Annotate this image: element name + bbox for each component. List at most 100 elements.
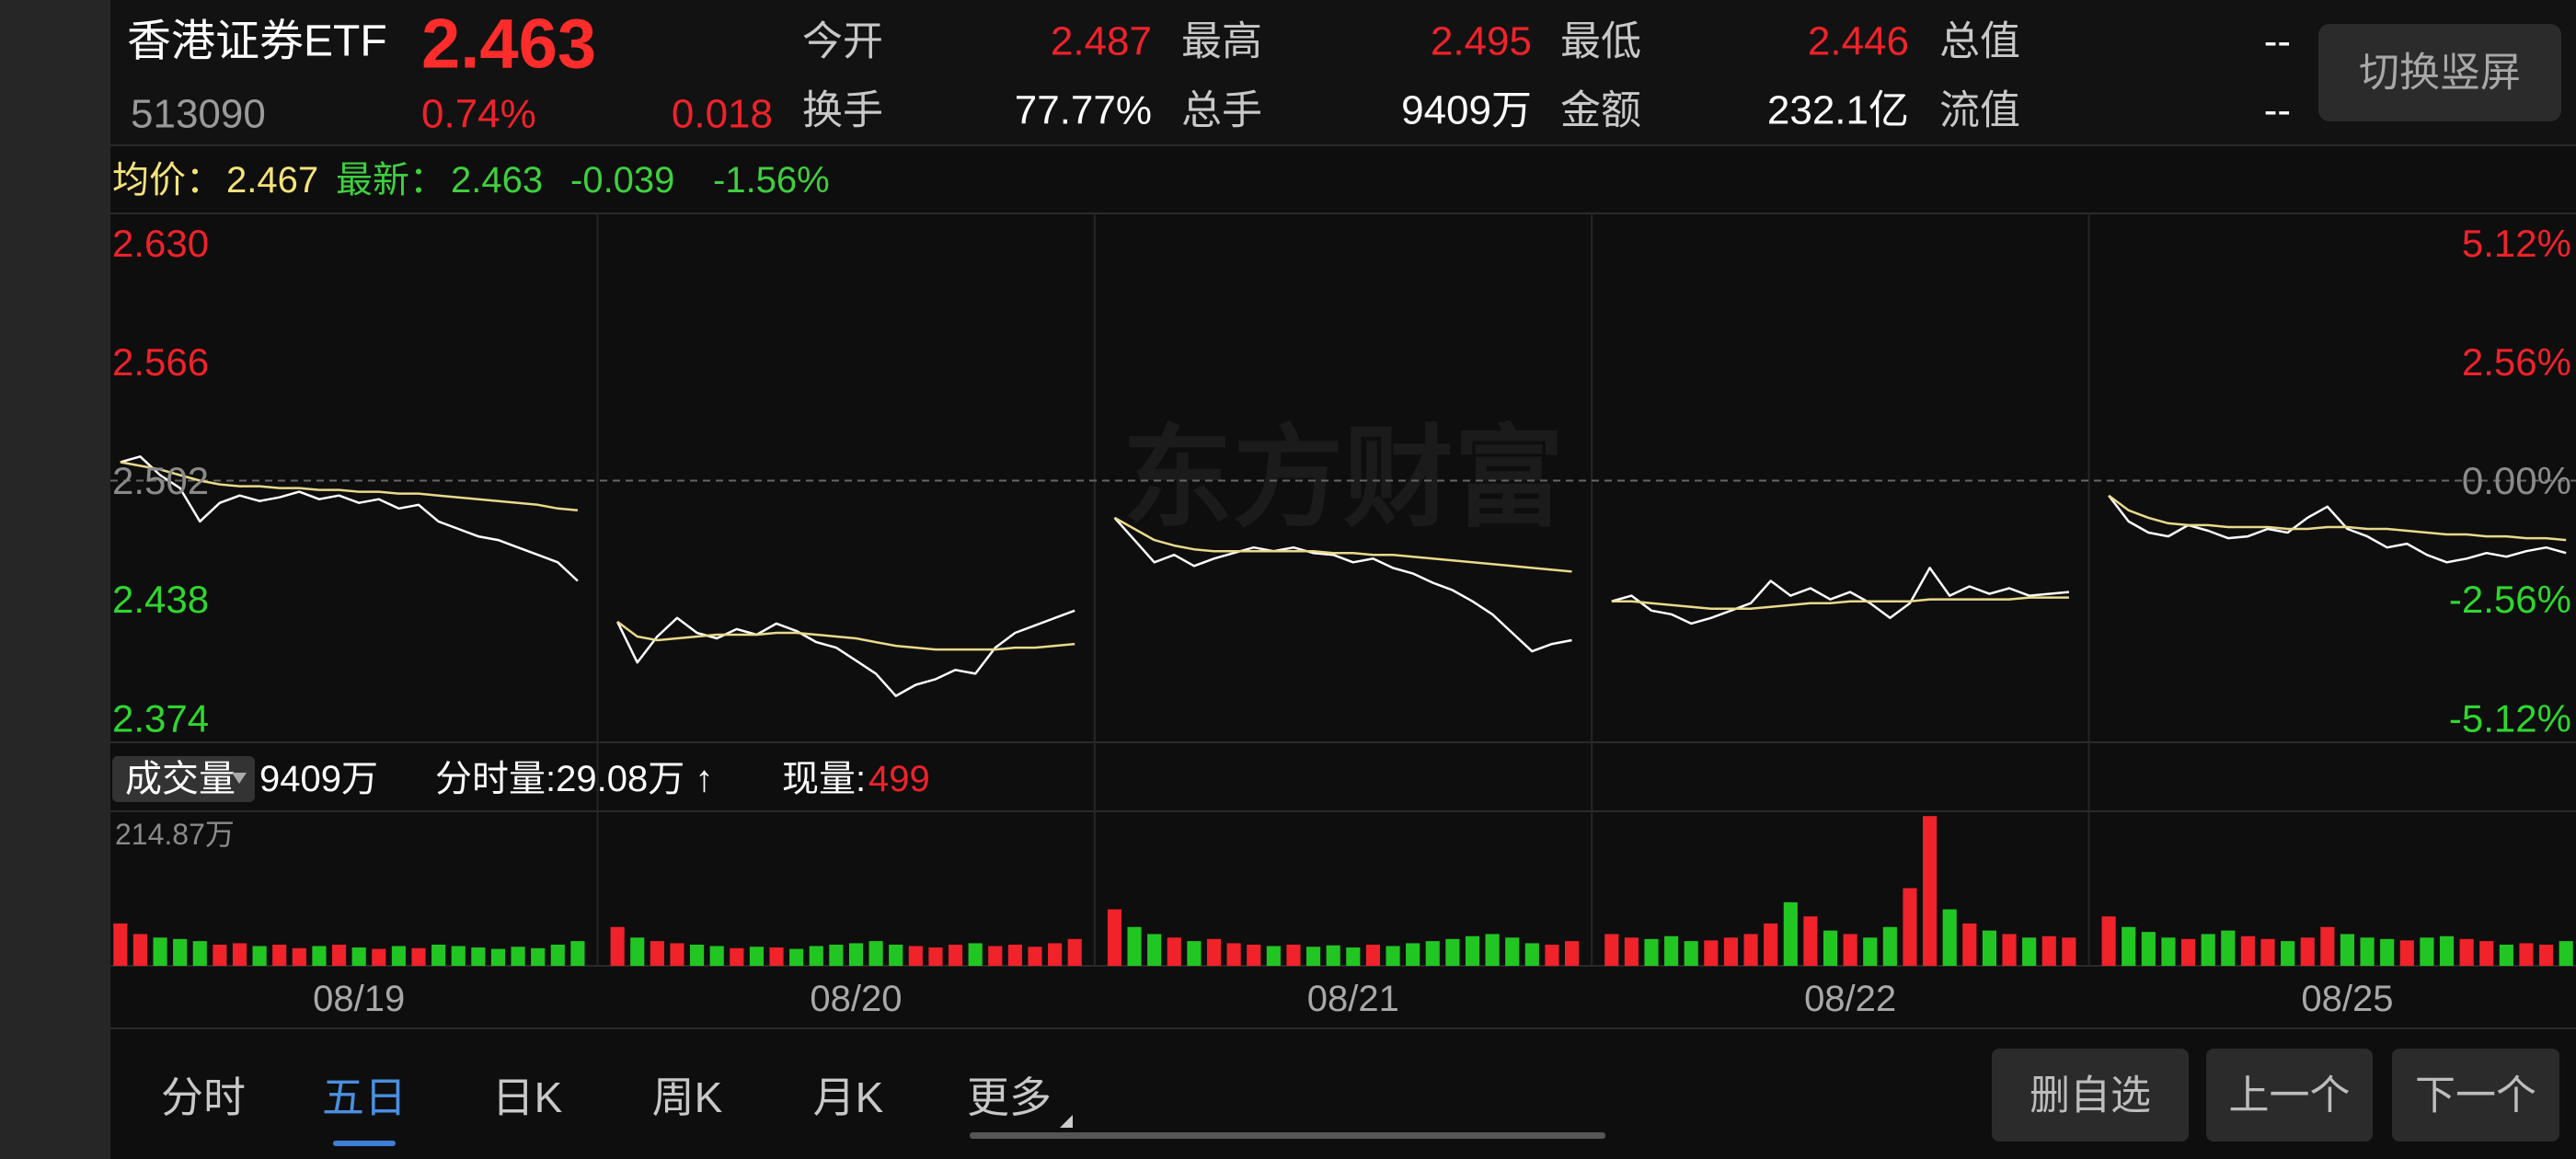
y2-tick-label: 2.56% bbox=[2462, 340, 2571, 384]
stat-value: 2.495 bbox=[1431, 19, 1532, 64]
tab[interactable]: 日K bbox=[492, 1073, 563, 1121]
volume-bar bbox=[1863, 937, 1878, 966]
volume-bar bbox=[113, 923, 128, 966]
tab[interactable]: 周K bbox=[652, 1073, 723, 1121]
volume-bar bbox=[1147, 934, 1162, 966]
volume-bar bbox=[312, 946, 327, 966]
volume-bar bbox=[1406, 943, 1420, 966]
volume-bar bbox=[2320, 926, 2335, 966]
button[interactable] bbox=[1992, 1049, 2189, 1142]
volume-bar bbox=[650, 941, 664, 966]
toggle-button-label[interactable]: 切换竖屏 bbox=[2359, 51, 2521, 96]
y-tick-label: 2.566 bbox=[112, 340, 209, 384]
volume-bar bbox=[1783, 901, 1798, 966]
volume-bar bbox=[2240, 935, 2255, 966]
volume-bar bbox=[471, 947, 486, 966]
button[interactable] bbox=[2206, 1049, 2373, 1142]
volume-bar bbox=[292, 947, 306, 966]
volume-bar bbox=[252, 946, 267, 966]
volume-bar bbox=[153, 937, 167, 966]
scrollbar bbox=[970, 1132, 1605, 1139]
stock-price: 2.463 bbox=[421, 6, 596, 84]
volume-bar bbox=[1664, 935, 1679, 966]
volume-bar bbox=[1007, 944, 1022, 966]
x-tick-label: 08/21 bbox=[1307, 979, 1399, 1019]
volume-bar bbox=[2439, 935, 2455, 966]
volume-bar bbox=[451, 946, 466, 966]
button[interactable] bbox=[2392, 1049, 2559, 1142]
button-label[interactable]: 下一个 bbox=[2415, 1073, 2536, 1119]
volume-bar bbox=[889, 944, 903, 966]
volume-bar bbox=[670, 943, 684, 966]
volume-bar bbox=[610, 926, 625, 966]
tab[interactable]: 更多 bbox=[967, 1073, 1052, 1121]
volume-bar bbox=[1167, 937, 1181, 966]
button-label[interactable]: 上一个 bbox=[2229, 1073, 2351, 1119]
dropdown-arrow[interactable] bbox=[232, 773, 247, 784]
volume-bar bbox=[1624, 937, 1639, 966]
volume-bar bbox=[1266, 946, 1281, 966]
y2-tick-label: 0.00% bbox=[2462, 459, 2571, 502]
volume-bar bbox=[1465, 935, 1480, 966]
volume-bar bbox=[1127, 926, 1142, 966]
y2-tick-label: -5.12% bbox=[2449, 696, 2571, 740]
volume-bar bbox=[1485, 934, 1500, 966]
volume-bar bbox=[531, 947, 546, 966]
volume-bar bbox=[2539, 944, 2554, 966]
volume-bar bbox=[1107, 909, 1122, 966]
volume-bar bbox=[2062, 937, 2076, 966]
volume-dropdown[interactable] bbox=[112, 756, 255, 802]
current-volume-label: 现量: bbox=[782, 759, 866, 799]
stat-label: 最低 bbox=[1560, 19, 1641, 64]
volume-bar bbox=[1226, 943, 1241, 966]
volume-bar bbox=[928, 947, 943, 966]
volume-bar bbox=[1346, 947, 1361, 966]
stat-label: 总值 bbox=[1939, 19, 2020, 64]
current-volume: 499 bbox=[868, 759, 930, 799]
volume-bar bbox=[2300, 937, 2315, 966]
toggle-button[interactable] bbox=[2318, 24, 2561, 121]
tab[interactable]: 分时 bbox=[161, 1073, 246, 1121]
volume-bar bbox=[1644, 938, 1659, 966]
volume-bar bbox=[411, 947, 426, 966]
volume-bar bbox=[1743, 934, 1758, 966]
volume-bar bbox=[351, 947, 366, 966]
volume-bar bbox=[192, 941, 207, 966]
volume-bar bbox=[1843, 934, 1857, 966]
stat-value: -- bbox=[2264, 19, 2291, 64]
volume-bar bbox=[2180, 938, 2196, 966]
volume-bar bbox=[1923, 816, 1938, 966]
more-indicator bbox=[1060, 1115, 1073, 1128]
volume-label[interactable]: 成交量 bbox=[125, 759, 236, 799]
volume-bar bbox=[988, 946, 1003, 966]
volume-bar bbox=[789, 948, 804, 966]
tab[interactable]: 五日 bbox=[322, 1073, 407, 1121]
watermark: 东方财富 bbox=[1122, 417, 1564, 540]
volume-bar bbox=[1306, 947, 1321, 966]
volume-bar bbox=[630, 937, 645, 966]
avg-label: 均价： bbox=[112, 160, 223, 201]
stat-label: 今开 bbox=[802, 19, 883, 64]
volume-bar bbox=[690, 944, 705, 966]
volume-bar bbox=[2022, 937, 2037, 966]
button-label[interactable]: 删自选 bbox=[2030, 1073, 2151, 1119]
tab[interactable]: 月K bbox=[813, 1073, 884, 1121]
volume-bar bbox=[2420, 937, 2434, 966]
volume-bar bbox=[769, 947, 784, 966]
stat-value: -- bbox=[2264, 88, 2291, 133]
stat-label: 最高 bbox=[1181, 19, 1262, 64]
volume-bar bbox=[391, 946, 406, 966]
volume-tick-label: 214.87万 bbox=[115, 818, 235, 851]
volume-bar bbox=[2559, 941, 2573, 966]
avg-line bbox=[120, 461, 2567, 651]
tab-underline bbox=[333, 1141, 396, 1146]
volume-bar bbox=[1604, 934, 1619, 966]
volume-bar bbox=[1505, 937, 1520, 966]
volume-bar bbox=[213, 944, 227, 966]
volume-bar bbox=[2041, 935, 2056, 966]
volume-bar bbox=[2201, 934, 2215, 966]
volume-bar bbox=[2519, 943, 2534, 966]
volume-bar bbox=[1067, 938, 1082, 966]
stat-label: 总手 bbox=[1181, 88, 1262, 133]
